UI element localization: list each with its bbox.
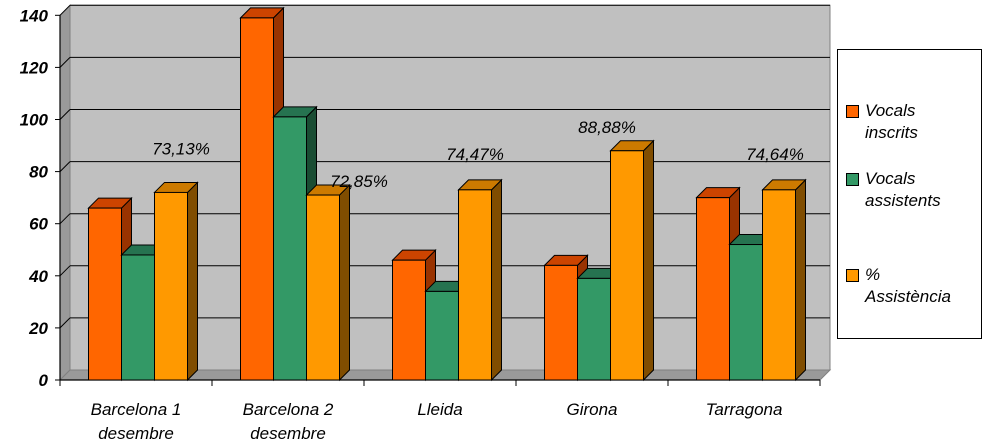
legend-swatch-assistencia (846, 269, 859, 282)
bar (696, 197, 730, 381)
bar (240, 17, 274, 381)
bar (425, 290, 459, 381)
data-label: 74,47% (446, 145, 504, 164)
gridline-side (59, 4, 71, 16)
bar (121, 254, 155, 381)
gridline-side (59, 317, 71, 329)
gridline-side (59, 265, 71, 277)
bar (544, 264, 578, 381)
labels: 0 20 40 60 80 100 120 140 73,13% 72,85% 74,47% 88,8… (20, 6, 804, 443)
y-tick-label: 100 (20, 111, 49, 130)
x-tick-label: Lleida (417, 400, 462, 419)
bar-side (187, 181, 198, 382)
x-tick-label: Barcelona 1 (91, 400, 182, 419)
bar (154, 191, 188, 381)
legend-item-assistencia: % Assistència (846, 264, 951, 308)
data-label: 73,13% (152, 139, 210, 158)
y-tick-label: 140 (20, 6, 49, 25)
bar-side (339, 183, 350, 382)
side-wall (59, 4, 71, 382)
bar (306, 194, 340, 381)
x-tick-label: desembre (250, 424, 326, 443)
y-tick-label: 80 (29, 163, 48, 182)
legend-swatch-vocals-inscrits (846, 105, 859, 118)
y-tick-label: 40 (28, 267, 48, 286)
bar (762, 189, 796, 381)
y-tick-label: 0 (39, 371, 49, 390)
x-tick-label: desembre (98, 424, 174, 443)
bar-side (643, 139, 654, 382)
bars (87, 6, 807, 382)
gridline-side (59, 213, 71, 225)
bar (88, 207, 122, 381)
y-tick-label: 120 (20, 58, 49, 77)
legend: Vocals inscrits Vocals assistents % Assi… (837, 49, 982, 339)
bar (577, 277, 611, 381)
data-label: 72,85% (330, 172, 388, 191)
gridline-side (59, 57, 71, 68)
gridline-side (59, 161, 71, 172)
data-label: 88,88% (578, 118, 636, 137)
gridline-side (59, 109, 71, 120)
legend-item-vocals-inscrits: Vocals inscrits (846, 100, 918, 144)
x-tick-label: Tarragona (706, 400, 783, 419)
y-tick-label: 60 (29, 215, 48, 234)
bar-side (491, 178, 502, 382)
x-tick-label: Barcelona 2 (243, 400, 334, 419)
bar (610, 150, 644, 381)
bar (392, 259, 426, 381)
legend-label: % Assistència (865, 265, 951, 306)
y-tick-label: 20 (28, 319, 48, 338)
bar (458, 189, 492, 381)
data-label: 74,64% (746, 145, 804, 164)
bar (273, 116, 307, 381)
legend-swatch-vocals-assistents (846, 173, 859, 186)
legend-label: Vocals assistents (865, 169, 941, 210)
bar (729, 244, 763, 381)
bar-side (795, 178, 806, 382)
legend-label: Vocals inscrits (865, 101, 918, 142)
x-tick-label: Girona (566, 400, 617, 419)
legend-item-vocals-assistents: Vocals assistents (846, 168, 941, 212)
